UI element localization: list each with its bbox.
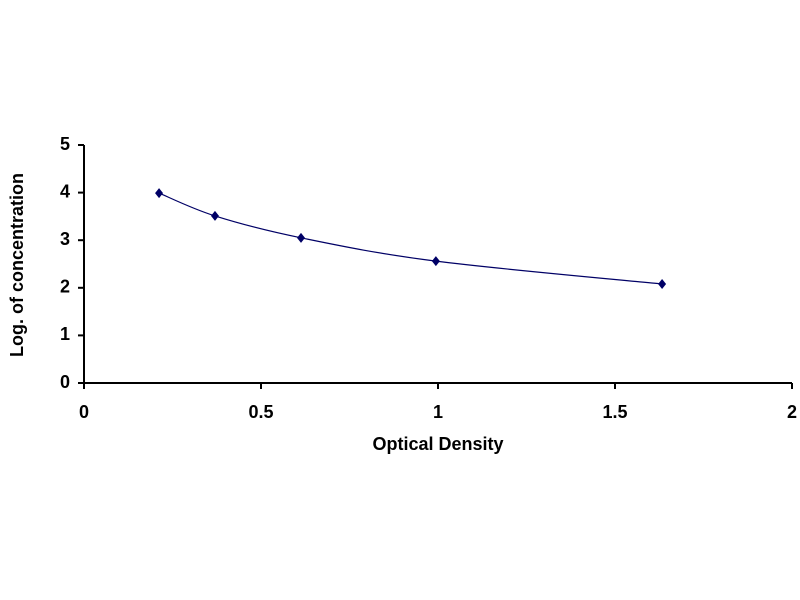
y-tick-label: 5 xyxy=(60,134,70,154)
x-tick-label: 0 xyxy=(79,402,89,422)
x-axis-label: Optical Density xyxy=(372,434,503,454)
y-tick-label: 0 xyxy=(60,372,70,392)
point xyxy=(658,278,667,289)
curve xyxy=(158,192,663,285)
y-tick-label: 2 xyxy=(60,277,70,297)
y-tick-label: 4 xyxy=(60,181,70,201)
y-axis-label: Log. of concentration xyxy=(7,173,27,357)
y-tick-label: 1 xyxy=(60,324,70,344)
point xyxy=(297,232,306,243)
x-tick-label: 1 xyxy=(433,402,443,422)
y-tick-label: 3 xyxy=(60,229,70,249)
x-tick-label: 1.5 xyxy=(602,402,627,422)
x-tick-label: 2 xyxy=(787,402,797,422)
point xyxy=(210,210,219,221)
point xyxy=(155,188,164,199)
x-tick-label: 0.5 xyxy=(248,402,273,422)
point xyxy=(431,256,440,267)
